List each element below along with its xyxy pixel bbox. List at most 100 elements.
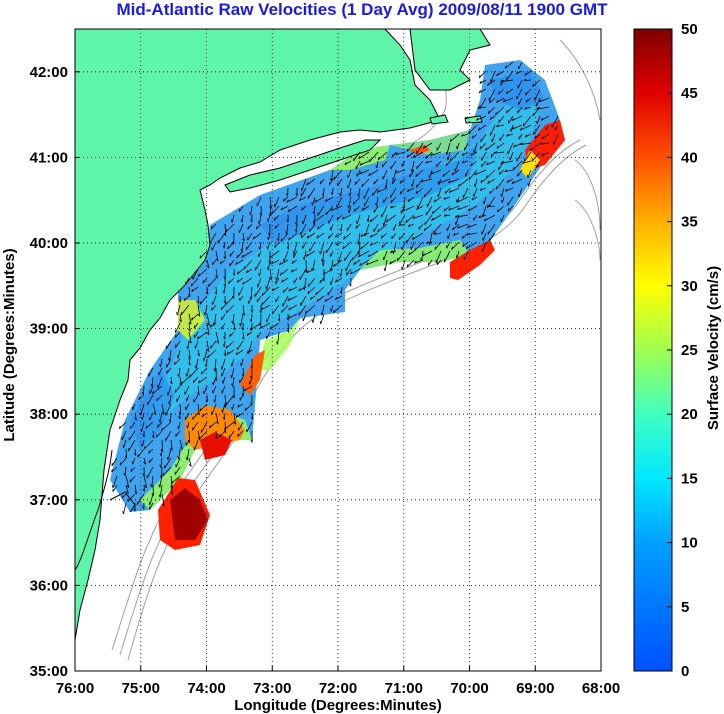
vector-arrowhead: [242, 281, 245, 285]
vector-arrowhead: [523, 78, 527, 81]
vector-arrow: [254, 286, 262, 297]
vector-arrowhead: [347, 209, 350, 214]
vector-arrowhead: [213, 368, 216, 372]
vector-arrow: [479, 97, 487, 109]
vector-arrow: [214, 358, 217, 372]
vector-arrow: [487, 223, 496, 235]
vector-arrow: [246, 349, 253, 354]
vector-arrowhead: [288, 307, 291, 311]
vector-arrow: [238, 286, 244, 296]
vector-arrow: [482, 205, 487, 218]
vector-arrow: [143, 457, 146, 465]
vector-arrow: [111, 466, 118, 473]
y-tick-label: 39:00: [30, 321, 68, 338]
vector-arrowhead: [240, 219, 243, 223]
vector-arrow: [288, 286, 298, 292]
vector-arrowhead: [197, 392, 200, 396]
vector-arrowhead: [506, 133, 509, 137]
vector-arrowhead: [344, 162, 347, 166]
vector-arrowhead: [512, 167, 515, 171]
vector-arrowhead: [405, 239, 407, 243]
vector-arrow: [425, 205, 433, 216]
land-masses: [75, 29, 491, 641]
y-tick-label: 37:00: [30, 492, 68, 509]
vector-arrow: [123, 502, 127, 515]
vector-arrowhead: [412, 216, 415, 219]
vector-arrow: [482, 241, 487, 252]
vector-arrow: [302, 241, 307, 249]
vector-arrowhead: [269, 255, 272, 259]
vector-arrow: [518, 61, 523, 70]
vector-arrowhead: [206, 348, 210, 352]
vector-arrow: [518, 187, 523, 198]
vector-arrow: [305, 304, 316, 314]
vector-arrowhead: [524, 106, 527, 110]
vector-arrow: [300, 187, 307, 197]
vector-arrow: [454, 160, 460, 172]
vector-arrow: [300, 295, 307, 306]
vector-arrow: [486, 160, 496, 166]
vector-arrowhead: [176, 355, 179, 359]
vector-arrow: [487, 196, 496, 208]
vector-arrowhead: [307, 290, 310, 295]
vector-arrow: [221, 367, 226, 377]
vector-arrowhead: [162, 472, 164, 477]
vector-arrow: [524, 88, 532, 96]
vector-arrow: [272, 286, 280, 292]
vector-arrow: [300, 232, 307, 239]
vector-arrow: [259, 241, 262, 250]
vector-arrow: [299, 268, 307, 280]
vector-arrow: [340, 268, 343, 277]
vector-arrow: [192, 268, 199, 280]
vector-arrow: [317, 205, 325, 216]
vector-arrowhead: [479, 187, 483, 191]
vector-arrowhead: [451, 246, 453, 250]
vector-arrowhead: [250, 309, 253, 313]
vector-arrow: [411, 160, 415, 173]
vector-arrow: [498, 88, 505, 95]
vector-arrowhead: [448, 180, 451, 184]
vector-arrowhead: [119, 462, 122, 466]
vector-arrowhead: [529, 148, 532, 152]
vector-arrow: [461, 133, 469, 137]
vector-arrow: [448, 178, 460, 184]
vector-arrow: [498, 115, 505, 123]
colorbar: 0 5 10 15 20 25 30 35 40 45 50 Surface Velocity (c…: [633, 21, 722, 680]
vector-arrow: [511, 178, 523, 185]
vector-arrowhead: [148, 450, 150, 454]
vector-arrow: [359, 169, 370, 175]
vector-arrowhead: [231, 406, 233, 411]
vector-arrow: [215, 250, 219, 262]
vector-arrowhead: [285, 193, 289, 197]
vector-arrowhead: [377, 228, 380, 232]
vector-arrowhead: [119, 425, 121, 429]
vector-arrowhead: [266, 267, 269, 271]
vector-arrow: [223, 286, 226, 294]
vector-arrowhead: [485, 175, 488, 179]
vector-arrowhead: [288, 237, 291, 241]
vector-arrow: [383, 250, 388, 261]
colorbar-tick-label: 25: [681, 342, 698, 359]
vector-arrow: [248, 340, 253, 354]
vector-arrowhead: [239, 323, 241, 327]
vector-arrowhead: [225, 229, 228, 233]
vector-arrow: [481, 223, 487, 235]
vector-arrow: [192, 376, 199, 383]
vector-arrowhead: [223, 430, 227, 434]
vector-arrowhead: [245, 270, 248, 274]
vector-arrow: [499, 133, 505, 142]
vector-arrow: [237, 268, 244, 275]
vector-arrow: [238, 421, 244, 431]
x-tick-label: 70:00: [450, 680, 488, 697]
vector-arrowhead: [406, 189, 410, 192]
vector-arrow: [301, 205, 307, 211]
vector-arrowhead: [484, 147, 487, 151]
vector-arrowhead: [235, 352, 238, 356]
vector-arrow: [358, 151, 370, 160]
vector-arrowhead: [191, 317, 193, 321]
vector-arrow: [541, 151, 550, 157]
vector-arrowhead: [361, 183, 363, 187]
vector-arrow: [215, 412, 219, 424]
vector-arrowhead: [228, 280, 230, 284]
vector-arrow: [174, 466, 181, 475]
